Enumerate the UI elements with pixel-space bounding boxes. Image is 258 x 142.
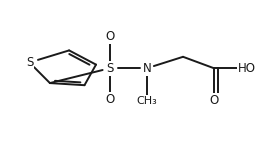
Text: O: O bbox=[106, 93, 115, 106]
Text: N: N bbox=[143, 62, 151, 75]
Text: HO: HO bbox=[238, 62, 256, 75]
Text: O: O bbox=[106, 30, 115, 43]
Text: CH₃: CH₃ bbox=[137, 96, 158, 106]
Text: S: S bbox=[26, 56, 33, 69]
Text: S: S bbox=[106, 62, 114, 75]
Text: S: S bbox=[26, 56, 33, 69]
Text: O: O bbox=[209, 94, 218, 107]
